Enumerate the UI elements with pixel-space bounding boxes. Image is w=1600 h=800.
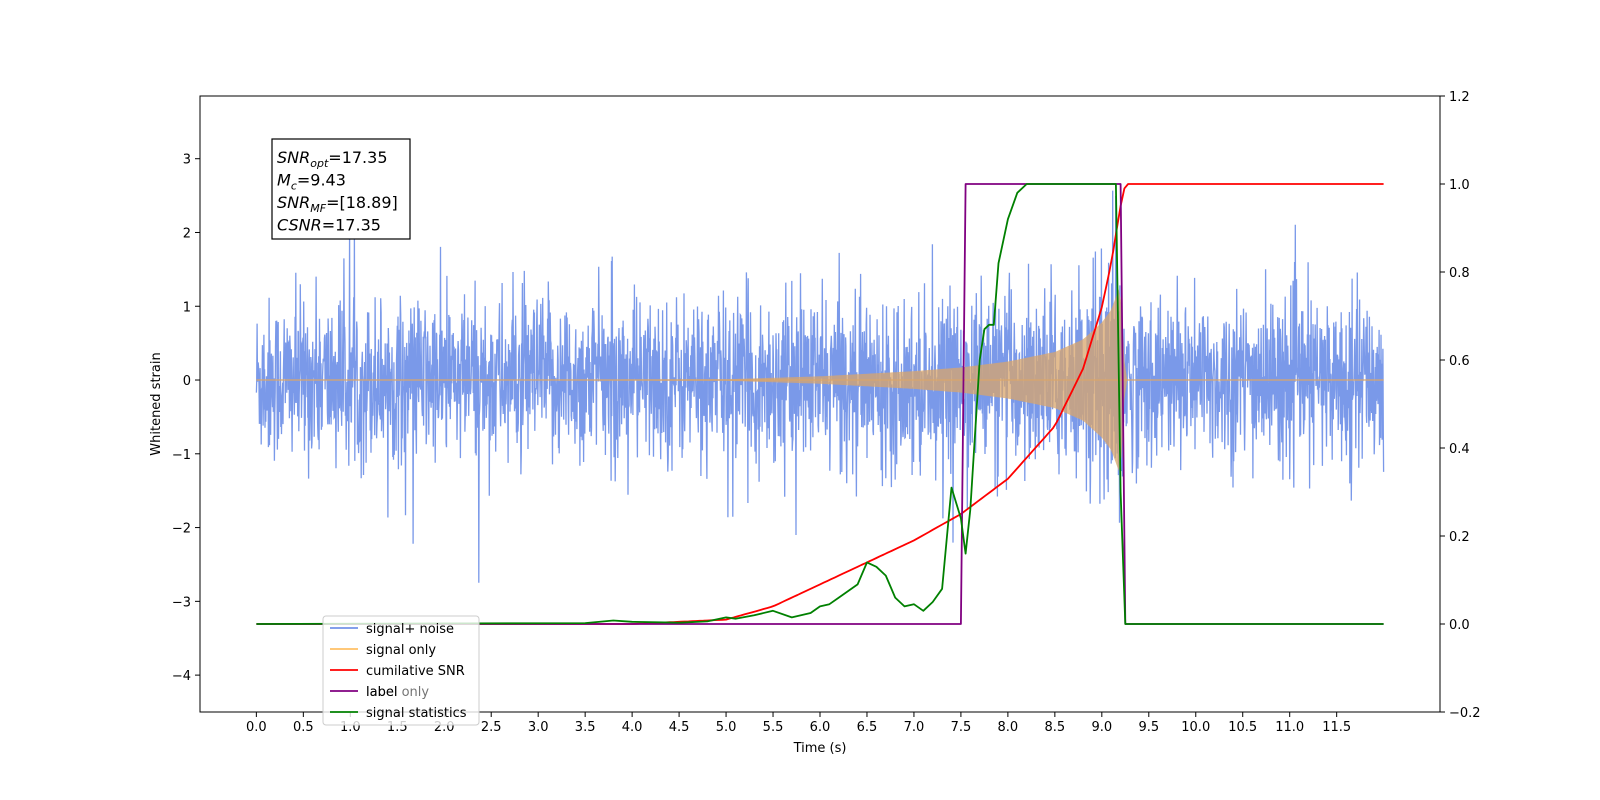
y-tick-label: −1 bbox=[172, 448, 191, 463]
x-tick-label: 10.0 bbox=[1181, 720, 1210, 735]
x-tick-label: 11.0 bbox=[1275, 720, 1304, 735]
x-tick-label: 5.5 bbox=[763, 720, 784, 735]
y2-tick-label: 0.2 bbox=[1449, 530, 1470, 545]
annotation-line: SNRopt=17.35 bbox=[277, 148, 388, 170]
y-tick-label: 2 bbox=[183, 226, 191, 241]
y2-tick-label: 0.0 bbox=[1449, 618, 1470, 633]
y2-tick-label: 1.2 bbox=[1449, 90, 1470, 105]
x-axis-label: Time (s) bbox=[793, 741, 847, 756]
x-tick-label: 11.5 bbox=[1322, 720, 1351, 735]
legend-frame bbox=[322, 615, 480, 726]
y-tick-label: −4 bbox=[172, 669, 191, 684]
y-tick-label: 3 bbox=[183, 153, 191, 168]
x-tick-label: 0.0 bbox=[246, 720, 267, 735]
annotation-frame bbox=[271, 138, 411, 240]
x-tick-label: 3.5 bbox=[575, 720, 596, 735]
x-tick-label: 9.5 bbox=[1138, 720, 1159, 735]
y-tick-label: −2 bbox=[172, 522, 191, 537]
x-tick-label: 10.5 bbox=[1228, 720, 1257, 735]
x-tick-label: 5.0 bbox=[716, 720, 737, 735]
x-tick-label: 8.5 bbox=[1045, 720, 1066, 735]
annotation-line: SNRMF=[18.89] bbox=[277, 193, 398, 215]
y2-tick-label: 0.4 bbox=[1449, 442, 1470, 457]
x-tick-label: 4.5 bbox=[669, 720, 690, 735]
y-tick-label: 0 bbox=[183, 374, 191, 389]
y2-tick-label: 0.8 bbox=[1449, 266, 1470, 281]
y-tick-label: −3 bbox=[172, 595, 191, 610]
x-tick-label: 7.5 bbox=[951, 720, 972, 735]
series-signal-statistics bbox=[256, 183, 1384, 625]
annotation-line: CSNR=17.35 bbox=[277, 216, 381, 235]
x-tick-label: 6.0 bbox=[810, 720, 831, 735]
x-tick-label: 6.5 bbox=[857, 720, 878, 735]
legend-label: signal+ noise bbox=[366, 622, 454, 637]
y-tick-label: 1 bbox=[183, 300, 191, 315]
x-tick-label: 2.5 bbox=[481, 720, 502, 735]
legend-label: label bbox=[366, 685, 397, 700]
x-tick-label: 9.0 bbox=[1091, 720, 1112, 735]
y-axis-label: Whitened strain bbox=[149, 352, 164, 455]
y2-tick-label: 0.6 bbox=[1449, 354, 1470, 369]
y2-tick-label: −0.2 bbox=[1449, 706, 1481, 721]
y2-tick-label: 1.0 bbox=[1449, 178, 1470, 193]
legend-label: cumilative SNR bbox=[366, 664, 465, 679]
x-tick-label: 3.0 bbox=[528, 720, 549, 735]
x-tick-label: 7.0 bbox=[904, 720, 925, 735]
series-signal-plus-noise bbox=[255, 190, 1385, 583]
legend-label: signal statistics bbox=[366, 706, 467, 721]
x-tick-label: 8.0 bbox=[998, 720, 1019, 735]
x-tick-label: 4.0 bbox=[622, 720, 643, 735]
legend-ghost-label: label only bbox=[366, 685, 429, 700]
y-axis-ticks: 3 2 1 0 −1 −2 −3 −4 bbox=[172, 153, 200, 684]
y2-axis-ticks: 1.2 1.0 0.8 0.6 0.4 0.2 0.0 −0.2 bbox=[1440, 90, 1481, 721]
x-tick-label: 0.5 bbox=[293, 720, 314, 735]
annotation-line: Mc=9.43 bbox=[277, 171, 346, 193]
legend: signal+ noise signal only cumilative SNR la… bbox=[322, 615, 480, 726]
metrics-annotation-box: SNRopt=17.35Mc=9.43SNRMF=[18.89]CSNR=17.… bbox=[271, 138, 411, 240]
legend-label: signal only bbox=[366, 643, 436, 658]
